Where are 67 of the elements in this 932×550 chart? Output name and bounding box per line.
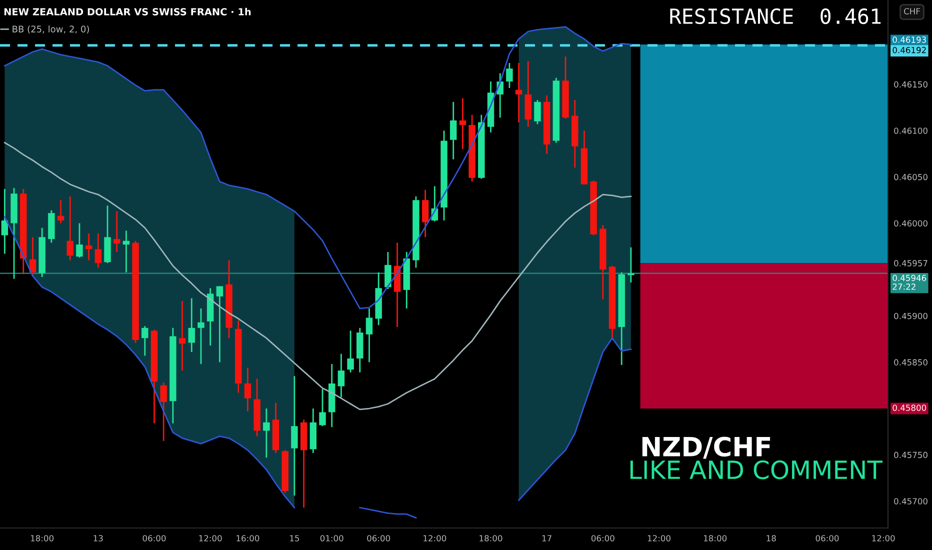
x-tick-label: 12:00 bbox=[648, 535, 670, 542]
x-tick-label: 06:00 bbox=[142, 535, 166, 542]
band-label: 0.45800 bbox=[892, 404, 926, 411]
x-tick-label: 06:00 bbox=[816, 535, 839, 542]
candlestick bbox=[506, 62, 513, 89]
candlestick bbox=[160, 382, 167, 442]
x-tick-label: 17 bbox=[542, 535, 552, 542]
candlestick bbox=[366, 308, 373, 363]
x-tick-label: 18 bbox=[766, 535, 776, 542]
candlestick bbox=[319, 388, 326, 427]
y-tick-label: 0.45850 bbox=[894, 359, 928, 366]
line-series bbox=[4, 26, 632, 310]
ref-line-label: 0.45946 27:22 bbox=[892, 274, 926, 290]
candlestick bbox=[338, 353, 345, 398]
legend-label: BB (25, low, 2, 0) bbox=[12, 25, 89, 34]
x-tick-label: 12:00 bbox=[872, 535, 895, 542]
candlestick bbox=[113, 210, 120, 253]
x-tick-label: 06:00 bbox=[367, 535, 390, 542]
candlestick bbox=[57, 199, 64, 224]
candlestick bbox=[459, 97, 466, 150]
line-series bbox=[4, 142, 632, 410]
candlestick bbox=[450, 101, 457, 160]
y-tick-label: 0.46150 bbox=[894, 81, 928, 88]
candlestick bbox=[142, 325, 148, 356]
y-tick-label: 0.45900 bbox=[894, 312, 928, 320]
x-tick-label: 15 bbox=[290, 535, 300, 542]
candlestick bbox=[515, 62, 522, 123]
candlestick bbox=[422, 189, 429, 238]
y-tick-label: 0.46100 bbox=[894, 128, 928, 134]
ref-line-label: 0.46192 bbox=[892, 46, 926, 54]
candlestick bbox=[534, 99, 541, 125]
candlestick bbox=[66, 196, 74, 261]
y-tick-label: 0.46050 bbox=[894, 174, 928, 180]
y-tick-label: 0.45700 bbox=[894, 498, 928, 504]
candlestick bbox=[29, 236, 36, 277]
text: NEW ZEALAND DOLLAR VS SWISS FRANC · 1h bbox=[4, 8, 251, 16]
candlestick bbox=[188, 298, 195, 353]
candlestick bbox=[198, 308, 204, 365]
annotation: NZD/CHF bbox=[642, 436, 770, 459]
y-tick-label: 0.45957 bbox=[894, 260, 928, 266]
x-tick-label: 16:00 bbox=[236, 535, 260, 542]
candlestick bbox=[178, 300, 186, 372]
x-tick-label: 13 bbox=[94, 535, 103, 542]
x-tick-label: 01:00 bbox=[320, 535, 344, 542]
x-tick-label: 18:00 bbox=[704, 535, 727, 542]
x-tick-label: 12:00 bbox=[199, 535, 222, 542]
candlestick bbox=[384, 251, 392, 290]
text: CHF bbox=[904, 8, 920, 14]
candlestick bbox=[85, 232, 92, 261]
candlestick bbox=[122, 230, 130, 274]
x-tick-label: 18:00 bbox=[30, 535, 54, 542]
candlestick bbox=[244, 367, 252, 412]
candlestick bbox=[347, 330, 354, 374]
x-tick-label: 18:00 bbox=[480, 535, 502, 542]
candlestick bbox=[263, 408, 270, 458]
candlestick bbox=[94, 232, 102, 268]
candlestick bbox=[76, 222, 83, 258]
y-tick-label: 0.46000 bbox=[894, 220, 928, 227]
annotation: LIKE AND COMMENT bbox=[630, 460, 883, 480]
band-label: 0.46193 bbox=[892, 36, 926, 43]
x-tick-label: 06:00 bbox=[591, 535, 614, 542]
x-tick-label: 12:00 bbox=[424, 535, 446, 542]
candlestick bbox=[291, 375, 298, 496]
candlestick bbox=[216, 286, 224, 363]
candlestick bbox=[1, 188, 8, 255]
annotation: RESISTANCE 0.461 bbox=[670, 8, 881, 24]
y-tick-label: 0.45750 bbox=[894, 452, 928, 458]
